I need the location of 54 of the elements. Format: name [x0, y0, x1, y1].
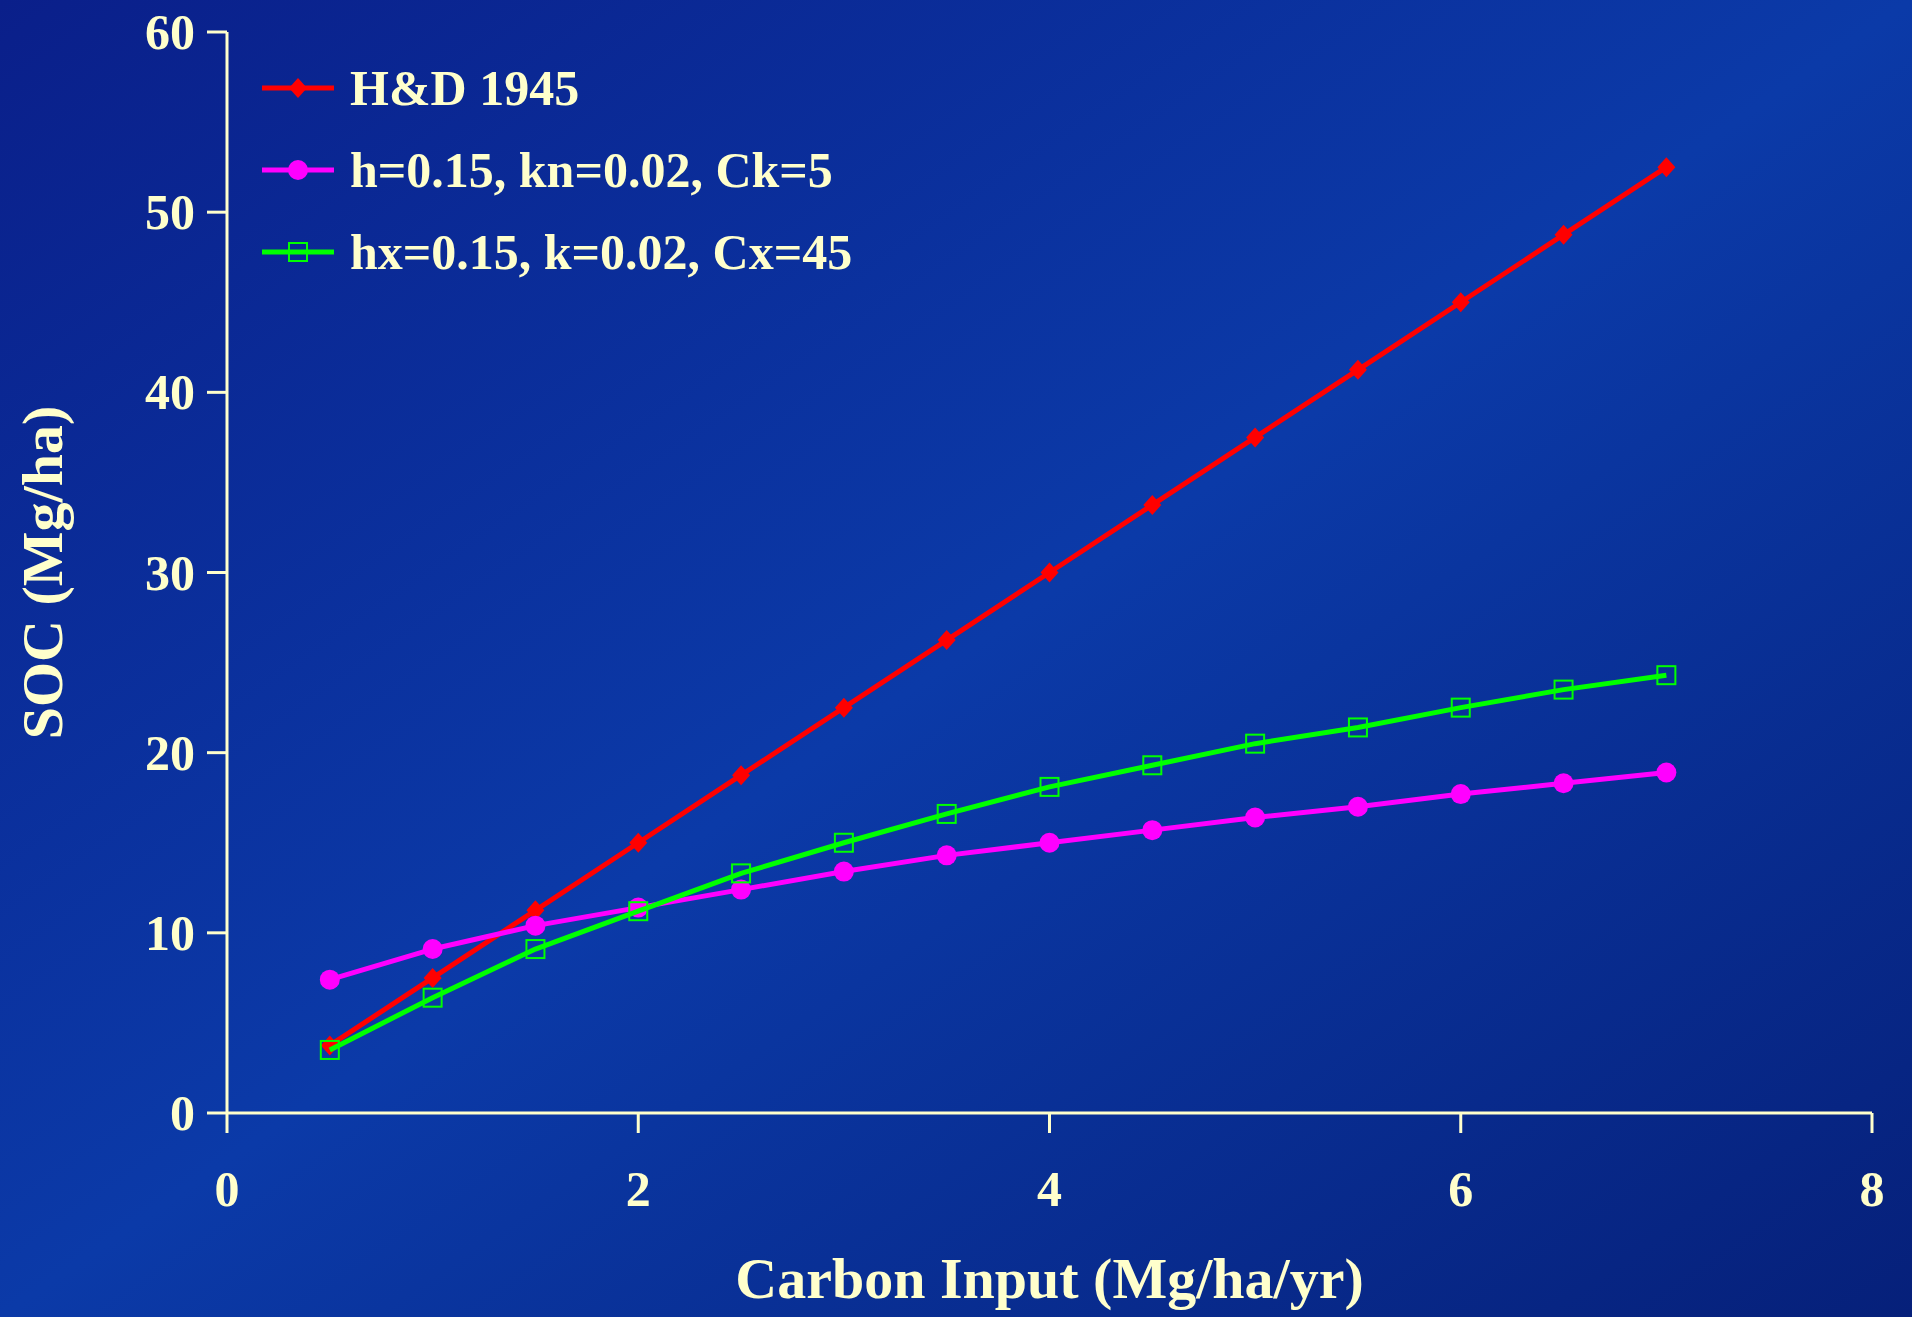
y-tick-label: 0 [170, 1085, 195, 1141]
y-tick-label: 60 [145, 4, 195, 60]
point [629, 832, 648, 853]
legend-label: hx=0.15, k=0.02, Cx=45 [350, 224, 853, 280]
point [1348, 359, 1367, 380]
y-tick-label: 30 [145, 544, 195, 601]
point [936, 803, 957, 824]
point [1143, 494, 1162, 515]
point [732, 765, 751, 786]
point [423, 967, 442, 988]
point [1553, 773, 1574, 794]
point [1553, 679, 1574, 700]
point [319, 1039, 340, 1060]
point [422, 987, 443, 1008]
x-tick-label: 4 [1037, 1161, 1062, 1217]
x-axis-title: Carbon Input (Mg/ha/yr) [735, 1246, 1364, 1311]
point [1142, 820, 1163, 841]
point [834, 697, 853, 718]
point [1039, 832, 1060, 853]
y-tick-label: 20 [145, 724, 195, 781]
point [937, 630, 956, 651]
point [1451, 292, 1470, 313]
point [1656, 665, 1677, 686]
point [1450, 697, 1471, 718]
point [525, 915, 546, 936]
y-tick-label: 10 [145, 904, 195, 961]
y-tick-label: 50 [145, 184, 195, 241]
point [1450, 784, 1471, 805]
point [936, 845, 957, 866]
point [1656, 762, 1677, 783]
point [833, 832, 854, 853]
x-tick-label: 6 [1448, 1161, 1474, 1217]
point [833, 861, 854, 882]
point [1040, 562, 1059, 583]
point [525, 939, 546, 960]
x-tick-label: 0 [214, 1161, 240, 1217]
x-tick-label: 8 [1859, 1161, 1885, 1217]
legend-label: h=0.15, kn=0.02, Ck=5 [350, 142, 833, 198]
point [319, 969, 340, 990]
point [1657, 157, 1676, 178]
point [1245, 733, 1266, 754]
point [1347, 796, 1368, 817]
point [1347, 717, 1368, 738]
point [422, 939, 443, 960]
point [1246, 427, 1265, 448]
x-tick-label: 2 [625, 1161, 651, 1217]
y-tick-label: 40 [145, 364, 195, 421]
point [1245, 807, 1266, 828]
legend-label: H&D 1945 [350, 60, 580, 116]
point [1142, 755, 1163, 776]
point [1039, 776, 1060, 797]
y-axis-title: SOC (Mg/ha) [10, 405, 75, 740]
point [1554, 224, 1573, 245]
point [731, 863, 752, 884]
